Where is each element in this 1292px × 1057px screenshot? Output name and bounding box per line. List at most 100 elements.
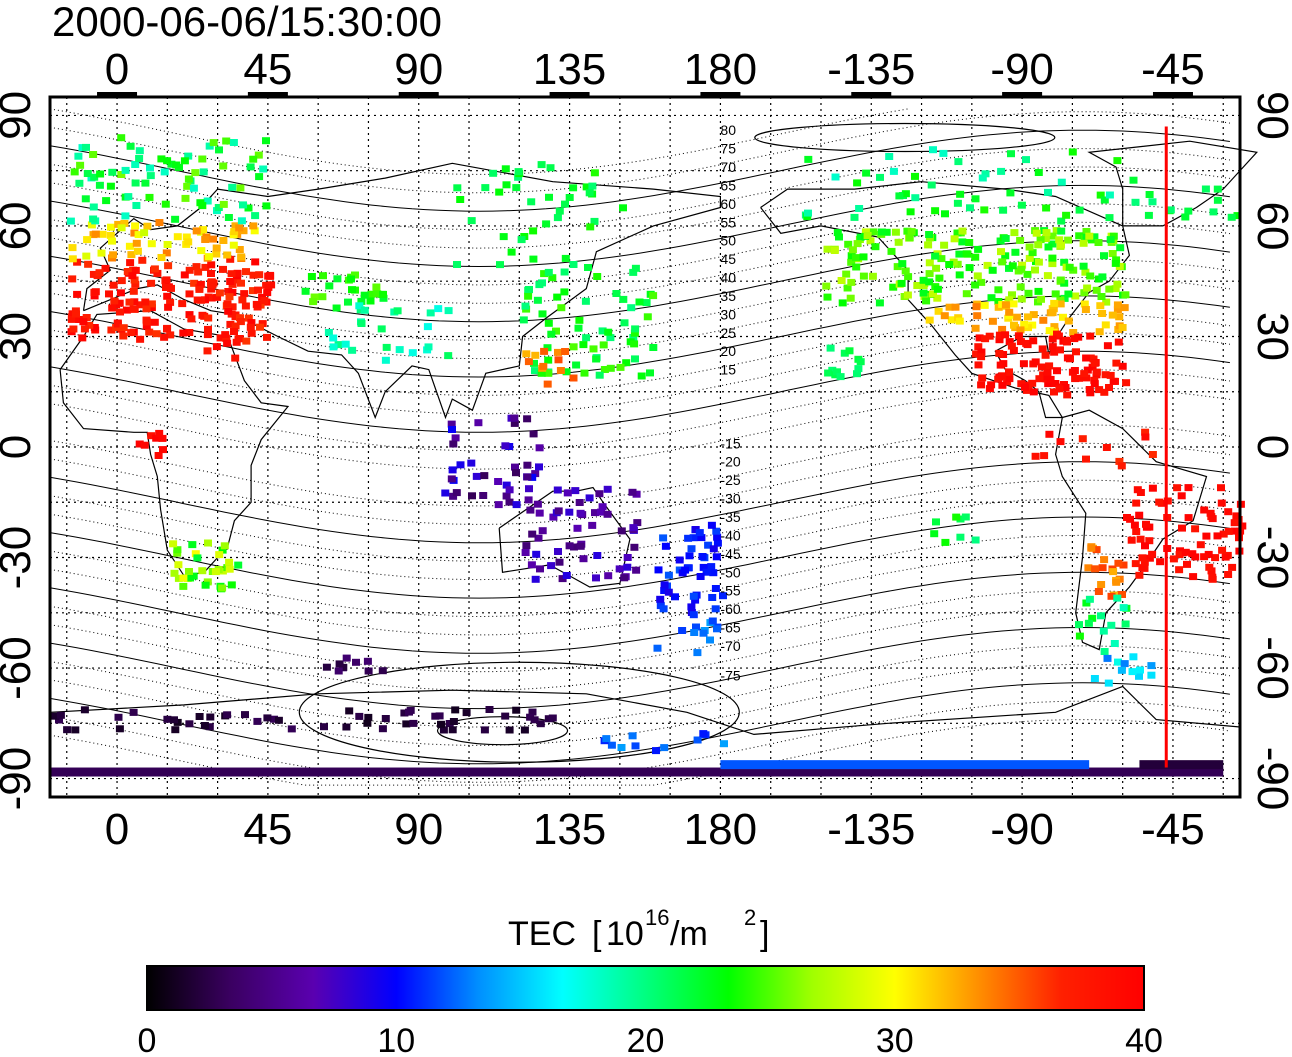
top-tick-label: 90 — [394, 45, 443, 94]
tec-cell — [1224, 508, 1233, 516]
tec-cell — [1114, 326, 1123, 333]
tec-cell — [585, 189, 594, 197]
tec-cell — [1131, 198, 1140, 206]
tec-cell — [214, 204, 223, 211]
tec-cell — [1024, 313, 1032, 321]
top-tick-label: 0 — [105, 45, 129, 94]
tec-cell — [154, 452, 163, 459]
tec-cell — [132, 239, 141, 247]
tec-cell — [507, 248, 516, 256]
tec-cell — [654, 566, 663, 574]
tec-cell — [939, 149, 948, 157]
tec-cell — [249, 155, 258, 163]
tec-cell — [246, 323, 255, 331]
tec-cell — [121, 166, 130, 174]
tec-cell — [552, 327, 560, 335]
tec-cell — [974, 245, 983, 253]
tec-cell — [707, 521, 716, 529]
tec-cell — [360, 306, 369, 314]
tec-cell — [185, 720, 194, 728]
tec-cell — [219, 200, 228, 208]
tec-cell — [1230, 527, 1239, 535]
tec-cell — [1048, 232, 1057, 240]
tec-cell — [525, 485, 533, 493]
tec-cell — [207, 285, 216, 293]
tec-cell — [905, 234, 914, 242]
tec-cell — [971, 253, 980, 261]
tec-cell — [249, 222, 258, 230]
tec-cell — [1071, 292, 1080, 300]
tec-cell — [1130, 521, 1139, 529]
tec-cell — [1145, 191, 1154, 198]
tec-cell — [140, 441, 149, 449]
tec-cell — [931, 252, 940, 260]
tec-cell — [233, 269, 242, 277]
tec-cell — [378, 667, 387, 675]
tec-cell — [1141, 542, 1149, 550]
tec-cell — [162, 284, 170, 291]
tec-cell — [534, 534, 543, 542]
tec-cell — [1109, 377, 1118, 385]
tec-cell — [249, 287, 257, 295]
tec-cell — [347, 275, 355, 283]
right-tick-label: 30 — [1248, 312, 1292, 361]
tec-cell — [631, 325, 640, 333]
tec-cell — [907, 228, 916, 236]
tec-cell — [215, 146, 223, 154]
tec-cell — [1039, 316, 1048, 324]
tec-cell — [262, 202, 271, 210]
tec-cell — [833, 229, 842, 237]
contour-label: 80 — [720, 122, 736, 138]
tec-cell — [244, 204, 253, 212]
tec-cell — [699, 730, 708, 738]
tec-cell — [135, 147, 144, 155]
tec-cell — [130, 298, 139, 306]
tec-cell — [1098, 564, 1107, 572]
tec-cell — [931, 207, 940, 215]
tec-cell — [1173, 484, 1182, 492]
tec-cell — [1108, 311, 1117, 319]
tec-cell — [185, 311, 194, 319]
tec-cell — [199, 226, 207, 234]
tec-cell — [434, 305, 443, 313]
tec-cell — [1029, 311, 1038, 319]
tec-cell — [198, 567, 207, 575]
tec-cell — [204, 539, 212, 547]
tec-cell — [1219, 530, 1228, 538]
tec-cell — [671, 593, 679, 601]
tec-cell — [869, 228, 878, 236]
tec-cell — [856, 358, 865, 366]
tec-cell — [632, 490, 641, 498]
left-latitude-ticks: 90 60 30 0 -30 -60 -90 — [0, 91, 40, 810]
tec-cell — [239, 227, 248, 235]
tec-cell — [588, 182, 597, 190]
tec-cell — [70, 168, 79, 176]
magnetic-latitude-contour — [49, 479, 1230, 562]
tec-cell — [523, 415, 532, 423]
tec-cell — [1045, 327, 1054, 335]
top-tick-label: 135 — [533, 45, 606, 94]
tec-cell — [348, 286, 356, 294]
tec-cell — [402, 720, 411, 728]
magnetic-latitude-contour — [49, 221, 1230, 304]
tec-cell — [999, 206, 1008, 214]
tec-cell — [958, 227, 967, 235]
tec-cell — [215, 551, 224, 559]
tec-cell — [441, 489, 450, 497]
tec-cell — [852, 254, 860, 262]
tec-cell — [1044, 188, 1052, 196]
tec-cell — [1127, 536, 1136, 544]
tec-cell — [324, 329, 333, 336]
bottom-tick-label: 90 — [394, 805, 443, 854]
tec-cell — [719, 592, 727, 600]
tec-cell — [1148, 550, 1157, 558]
tec-cell — [530, 359, 538, 367]
tec-cell — [854, 365, 863, 373]
tec-cell — [225, 558, 234, 566]
tec-cell — [199, 168, 208, 176]
tec-cell — [1202, 532, 1211, 540]
tec-cell — [309, 298, 318, 306]
tec-cell — [395, 346, 404, 354]
tec-cell — [1007, 342, 1016, 350]
tec-cell — [1052, 227, 1061, 235]
